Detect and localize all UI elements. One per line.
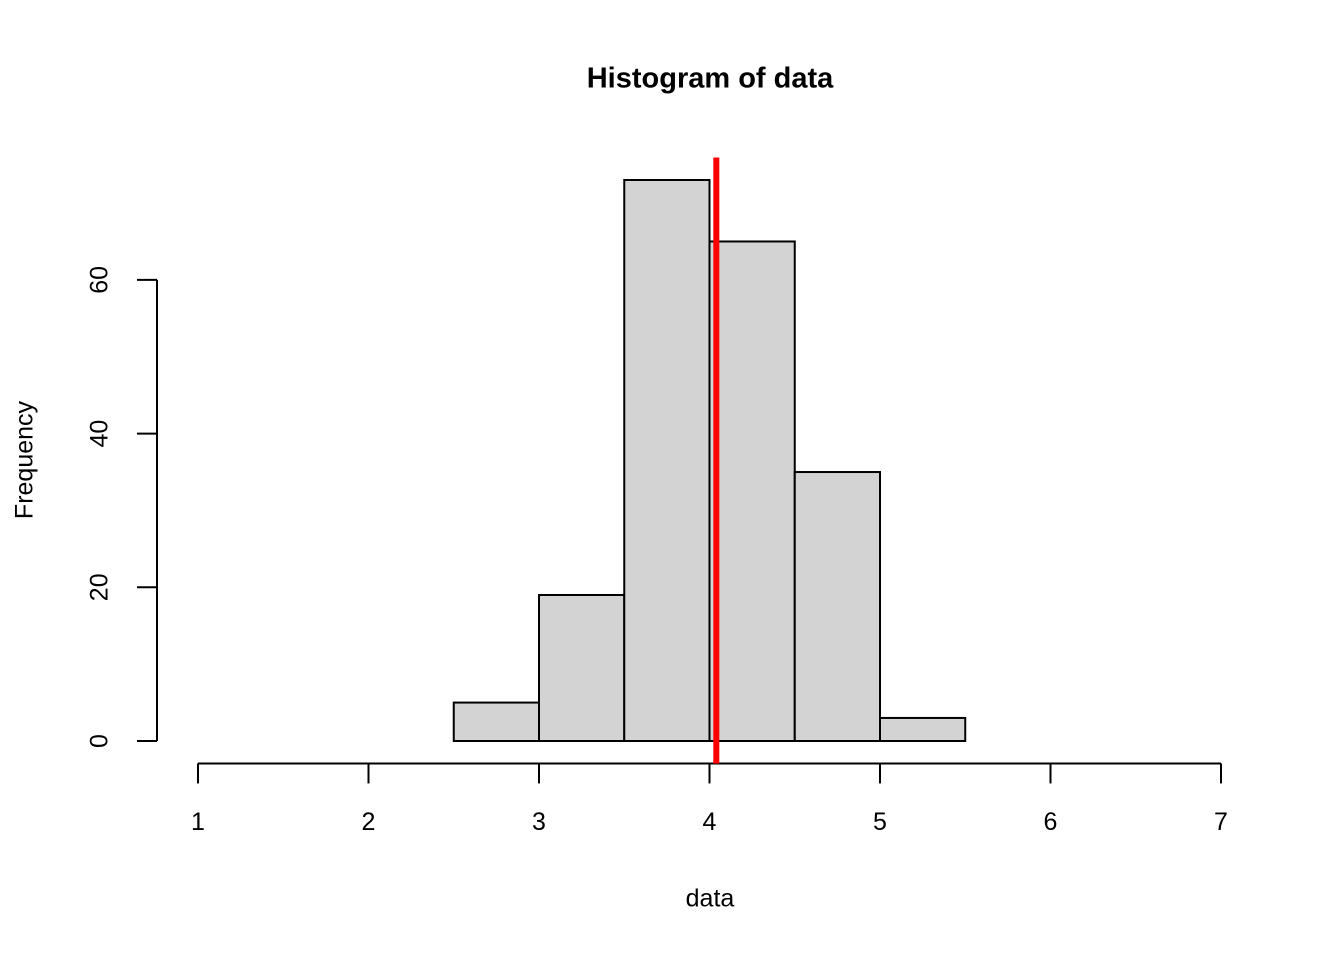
x-tick-label: 5	[873, 808, 887, 836]
bar	[879, 716, 967, 742]
x-tick-label: 6	[1044, 808, 1058, 836]
bar	[538, 593, 626, 743]
y-tick-label: 0	[86, 734, 114, 748]
y-tick-label: 40	[86, 420, 114, 448]
bar	[452, 701, 540, 742]
y-axis-label: Frequency	[11, 400, 39, 519]
y-tick-label: 60	[86, 266, 114, 294]
x-axis-label: data	[686, 885, 735, 913]
x-tick-label: 3	[532, 808, 546, 836]
bar	[623, 179, 711, 742]
x-tick-label: 4	[703, 808, 717, 836]
x-tick-label: 7	[1214, 808, 1228, 836]
chart-title: Histogram of data	[587, 63, 834, 95]
x-tick-label: 1	[191, 808, 205, 836]
x-tick-label: 2	[362, 808, 376, 836]
y-tick-label: 20	[86, 573, 114, 601]
bar	[793, 471, 881, 742]
bar	[708, 240, 796, 742]
